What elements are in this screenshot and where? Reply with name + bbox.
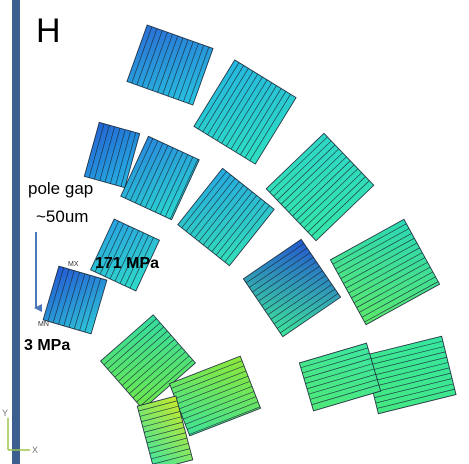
min-marker: MN xyxy=(38,321,49,328)
stress-figure: H pole gap ~50um MX 171 MPa MN 3 MPa Y X xyxy=(0,0,469,464)
min-stress-label: 3 MPa xyxy=(24,337,70,354)
panel-label: H xyxy=(36,12,61,50)
axis-y-label: Y xyxy=(2,408,8,418)
side-bar xyxy=(12,0,20,464)
axis-x-label: X xyxy=(32,445,38,455)
gap-size-label: ~50um xyxy=(36,207,88,226)
max-marker: MX xyxy=(68,261,79,268)
max-stress-label: 171 MPa xyxy=(95,255,159,272)
pole-gap-label: pole gap xyxy=(28,179,93,198)
